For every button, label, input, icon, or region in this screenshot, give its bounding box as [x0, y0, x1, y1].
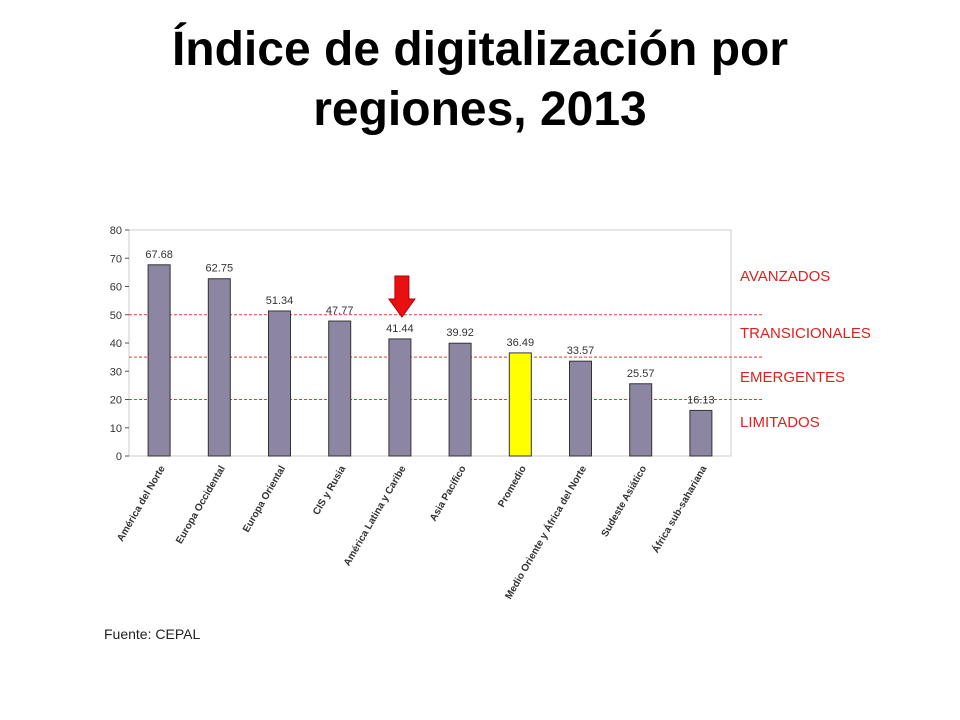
bar	[147, 264, 171, 457]
arrow-icon	[387, 275, 416, 318]
bar	[328, 320, 352, 457]
bar-value-label: 33.57	[567, 345, 595, 357]
category-label: Europa Occidental	[174, 464, 228, 546]
bar-value-label: 67.68	[145, 249, 173, 261]
zone-label: TRANSICIONALES	[740, 325, 871, 342]
category-label: Sudeste Asiático	[600, 464, 650, 539]
y-tick-label: 60	[110, 282, 122, 294]
zone-label: AVANZADOS	[740, 268, 830, 285]
bar-value-label: 16.13	[687, 394, 715, 406]
bar	[569, 360, 592, 457]
category-label: América del Norte	[115, 464, 168, 544]
bar-value-label: 36.49	[507, 337, 535, 349]
bar	[448, 342, 472, 457]
category-label: Asia Pacífico	[428, 464, 469, 523]
category-label: América Latina y Caribe	[342, 464, 409, 569]
bar-value-label: 51.34	[266, 295, 294, 307]
bar	[689, 409, 713, 457]
y-tick-label: 70	[110, 253, 122, 265]
y-tick-label: 50	[110, 310, 122, 322]
y-tick-label: 40	[110, 338, 122, 350]
bar-value-label: 39.92	[446, 327, 474, 339]
slide-title: Índice de digitalización por regiones, 2…	[40, 20, 920, 140]
category-label: África sub-sahariana	[649, 463, 710, 556]
category-label: CIS y Rusia	[311, 464, 348, 518]
bar-value-label: 25.57	[627, 368, 655, 380]
bar-chart: 0 10 20 30 40 50 60 70 80 67.68 América del Norte 6…	[100, 218, 890, 610]
title-line-2: regiones, 2013	[313, 83, 647, 136]
bar-value-label: 62.75	[206, 263, 234, 275]
bar	[388, 338, 412, 457]
category-label: Promedio	[496, 464, 529, 509]
bar	[268, 310, 291, 457]
y-tick-label: 10	[110, 423, 122, 435]
bar-value-label: 41.44	[386, 323, 414, 335]
category-label: Europa Oriental	[241, 464, 288, 535]
bar	[629, 383, 653, 457]
bar	[207, 278, 231, 457]
chart-svg: 0 10 20 30 40 50 60 70 80 67.68 América del Norte 6…	[110, 225, 871, 601]
y-tick-label: 80	[110, 225, 122, 237]
source-note: Fuente: CEPAL	[104, 626, 201, 642]
bar	[508, 352, 532, 457]
y-tick-label: 20	[110, 395, 122, 407]
bar-value-label: 47.77	[326, 305, 354, 317]
y-tick-label: 30	[110, 366, 122, 378]
y-tick-label: 0	[116, 451, 122, 463]
zone-label: EMERGENTES	[740, 369, 845, 386]
title-line-1: Índice de digitalización por	[171, 23, 789, 76]
zone-label: LIMITADOS	[740, 414, 820, 431]
